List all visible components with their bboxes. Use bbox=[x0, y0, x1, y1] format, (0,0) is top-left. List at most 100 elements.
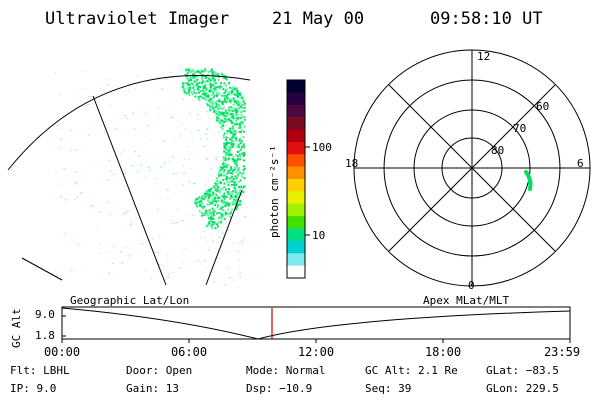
image-speck bbox=[237, 103, 240, 106]
image-speck bbox=[221, 85, 224, 87]
image-speck bbox=[185, 69, 188, 72]
colorbar-cell bbox=[287, 265, 305, 279]
image-speck bbox=[167, 109, 169, 111]
image-speck bbox=[225, 138, 227, 141]
image-speck bbox=[167, 198, 169, 199]
image-speck bbox=[231, 175, 234, 178]
time-label: 09:58:10 UT bbox=[430, 9, 543, 29]
image-speck bbox=[241, 116, 244, 119]
image-speck bbox=[228, 93, 231, 96]
image-speck bbox=[234, 175, 237, 178]
image-speck bbox=[135, 161, 137, 163]
image-speck bbox=[215, 72, 218, 75]
image-speck bbox=[188, 83, 191, 86]
image-speck bbox=[211, 71, 214, 74]
image-speck bbox=[230, 177, 233, 180]
image-speck bbox=[220, 168, 223, 170]
image-speck bbox=[181, 220, 184, 222]
info-ip: IP: 9.0 bbox=[10, 382, 56, 395]
image-speck bbox=[209, 109, 212, 112]
image-speck bbox=[224, 90, 227, 93]
image-speck bbox=[234, 195, 237, 198]
image-speck bbox=[218, 120, 220, 123]
image-speck bbox=[187, 69, 190, 72]
image-speck bbox=[243, 185, 246, 188]
image-speck bbox=[190, 91, 193, 93]
image-speck bbox=[229, 147, 232, 150]
image-speck bbox=[214, 182, 217, 185]
image-speck bbox=[206, 129, 209, 131]
image-speck bbox=[238, 186, 240, 188]
image-speck bbox=[237, 93, 239, 96]
image-speck bbox=[191, 69, 194, 72]
image-speck bbox=[227, 181, 230, 184]
image-speck bbox=[217, 107, 220, 110]
image-speck bbox=[229, 180, 232, 183]
image-speck bbox=[233, 123, 236, 126]
image-speck bbox=[231, 91, 234, 94]
image-speck bbox=[236, 122, 238, 125]
image-speck bbox=[220, 221, 223, 224]
image-speck bbox=[231, 146, 234, 149]
image-speck bbox=[91, 205, 94, 206]
image-speck bbox=[205, 92, 208, 95]
image-speck bbox=[220, 72, 223, 75]
image-speck bbox=[240, 140, 243, 143]
image-speck bbox=[226, 176, 228, 178]
image-speck bbox=[222, 161, 225, 164]
image-speck bbox=[132, 113, 135, 114]
image-speck bbox=[215, 119, 218, 122]
image-speck bbox=[213, 81, 216, 84]
image-speck bbox=[222, 156, 225, 158]
image-speck bbox=[221, 167, 224, 170]
image-speck bbox=[212, 92, 215, 95]
image-speck bbox=[195, 92, 198, 95]
image-speck bbox=[193, 91, 196, 94]
image-speck bbox=[129, 90, 131, 92]
image-speck bbox=[181, 85, 184, 88]
image-speck bbox=[223, 117, 226, 120]
image-speck bbox=[207, 222, 210, 225]
image-speck bbox=[234, 110, 237, 113]
image-speck bbox=[233, 101, 236, 104]
image-speck bbox=[220, 188, 223, 191]
image-speck bbox=[234, 165, 237, 168]
image-speck bbox=[218, 236, 221, 238]
image-speck bbox=[173, 264, 175, 266]
image-speck bbox=[219, 169, 222, 172]
image-speck bbox=[204, 87, 207, 89]
image-speck bbox=[220, 213, 223, 216]
image-speck bbox=[204, 195, 207, 198]
image-speck bbox=[220, 200, 223, 203]
image-speck bbox=[225, 88, 228, 91]
image-speck bbox=[234, 132, 237, 135]
image-speck bbox=[202, 97, 205, 100]
image-speck bbox=[207, 95, 209, 98]
image-speck bbox=[222, 209, 225, 212]
image-speck bbox=[235, 117, 238, 120]
image-speck bbox=[239, 116, 242, 119]
image-speck bbox=[165, 78, 168, 80]
image-speck bbox=[194, 79, 197, 82]
image-speck bbox=[230, 131, 233, 134]
timeline-xlabel-1200: 12:00 bbox=[298, 345, 334, 359]
image-speck bbox=[231, 143, 234, 145]
image-speck bbox=[137, 170, 140, 172]
image-speck bbox=[216, 115, 219, 117]
image-speck bbox=[221, 94, 224, 97]
image-speck bbox=[226, 151, 229, 154]
image-speck bbox=[239, 158, 242, 161]
image-speck bbox=[231, 88, 234, 91]
image-speck bbox=[234, 113, 237, 116]
image-speck bbox=[196, 198, 199, 201]
image-speck bbox=[171, 156, 174, 158]
image-speck bbox=[220, 216, 223, 219]
image-speck bbox=[202, 198, 205, 201]
image-speck bbox=[236, 204, 239, 206]
image-speck bbox=[242, 169, 245, 172]
image-speck bbox=[220, 166, 223, 169]
image-speck bbox=[223, 92, 226, 95]
image-speck bbox=[162, 140, 165, 142]
image-speck bbox=[225, 148, 228, 151]
image-speck bbox=[202, 206, 205, 209]
